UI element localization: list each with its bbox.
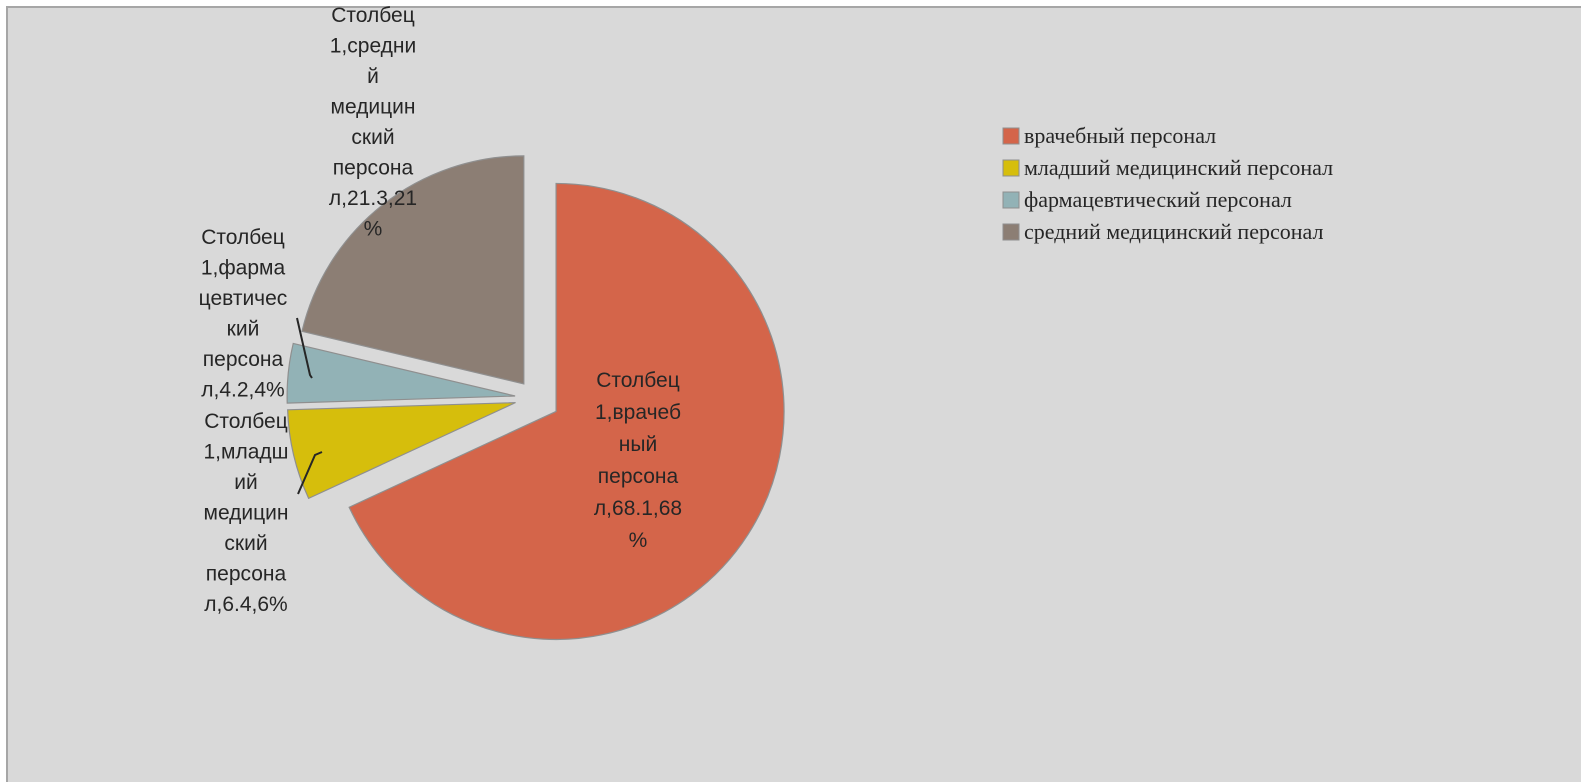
data-label-line: цевтичес [199, 287, 288, 310]
legend-label: врачебный персонал [1024, 123, 1216, 148]
leader-line-farmacevticheskij [296, 317, 313, 379]
legend-item-mladshij: младший медицинский персонал [1002, 155, 1333, 180]
legend-label: средний медицинский персонал [1024, 219, 1323, 244]
chart-area [6, 6, 1581, 782]
data-label-line: л,6.4,6% [204, 593, 287, 616]
data-labels: Столбец 1,врачеб ный персона л,68.1,68 %Столб… [199, 4, 682, 616]
data-label-line: ский [224, 532, 267, 555]
legend-swatch [1002, 191, 1020, 209]
legend-item-srednij: средний медицинский персонал [1002, 219, 1323, 244]
pie-slice-farmacevticheskij [286, 342, 516, 404]
leader-lines [296, 317, 323, 495]
legend-label: младший медицинский персонал [1024, 155, 1333, 180]
legend-item-farmacevticheskij: фармацевтический персонал [1002, 187, 1292, 212]
data-label-line: ий [234, 471, 257, 494]
data-label-line: Столбец [201, 226, 285, 249]
pie-slice-vrachebnyj [348, 182, 785, 641]
data-label-line: Столбец [204, 410, 288, 433]
data-label-mladshij: Столбец 1,младш ий медицин ский персона л,6.4,… [204, 410, 289, 616]
data-label-line: медицин [204, 502, 289, 525]
data-label-line: % [364, 218, 383, 241]
data-label-line: л,4.2,4% [201, 379, 284, 402]
leader-line-mladshij [297, 451, 323, 495]
pie-slice-mladshij [287, 402, 516, 500]
data-label-vrachebnyj: Столбец 1,врачеб ный персона л,68.1,68% [594, 369, 682, 552]
data-label-line: л,21.3,21 [329, 187, 417, 210]
data-label-srednij: Столбец 1,средни й медицин ский персона л,21.3… [329, 4, 417, 241]
data-label-line: Столбец [596, 369, 680, 392]
legend-swatch [1002, 127, 1020, 145]
pie-slice-srednij [301, 155, 525, 385]
data-label-line: л,68.1,68 [594, 497, 682, 520]
data-label-line: персона [333, 157, 414, 180]
legend: врачебный персонал младший медицинский пе… [1002, 123, 1333, 244]
data-label-farmacevticheskij: Столбец 1,фарма цевтичес кий персона л,4.2,4% [199, 226, 288, 402]
data-label-line: персона [206, 563, 287, 586]
data-label-line: кий [227, 318, 260, 341]
data-label-line: Столбец [331, 4, 415, 27]
pie-slices [286, 155, 785, 641]
data-label-line: ский [351, 126, 394, 149]
legend-label: фармацевтический персонал [1024, 187, 1292, 212]
legend-item-vrachebnyj: врачебный персонал [1002, 123, 1216, 148]
data-label-line: медицин [331, 96, 416, 119]
data-label-line: ный [619, 433, 657, 456]
data-label-line: 1,средни [330, 35, 417, 58]
legend-swatch [1002, 159, 1020, 177]
data-label-line: персона [598, 465, 679, 488]
data-label-line: % [629, 529, 648, 552]
data-label-line: персона [203, 348, 284, 371]
data-label-line: 1,младш [204, 441, 289, 464]
data-label-line: 1,фарма [201, 257, 286, 280]
legend-swatch [1002, 223, 1020, 241]
data-label-line: й [367, 65, 379, 88]
data-label-line: 1,врачеб [595, 401, 681, 424]
